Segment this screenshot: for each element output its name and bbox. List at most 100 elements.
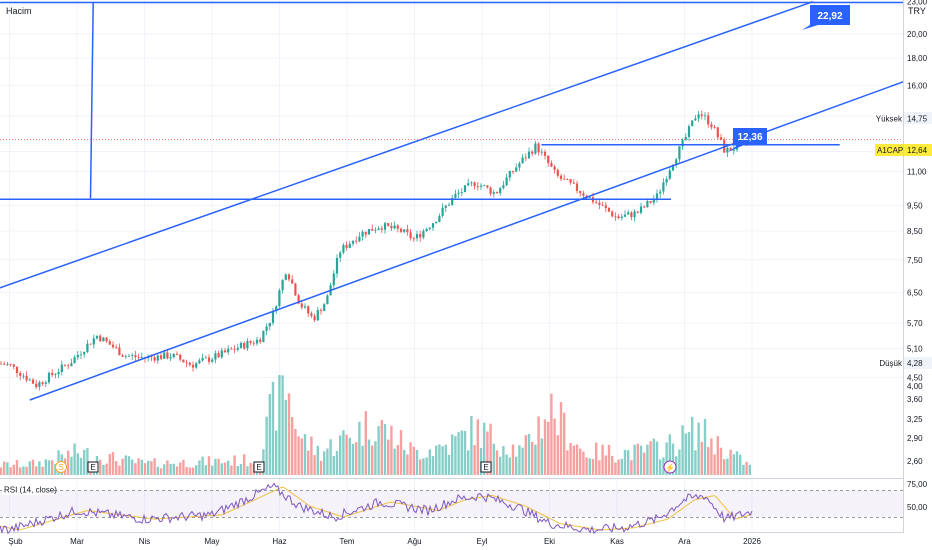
volume-bar [326, 448, 329, 475]
volume-bar [239, 463, 243, 475]
symbol-badge[interactable]: A1CAP 12,64 [875, 144, 932, 156]
volume-bar [108, 454, 111, 475]
volume-bar [441, 446, 444, 475]
volume-bar [147, 460, 150, 475]
price-tick-15: 3,60 [907, 395, 923, 404]
candle [95, 335, 99, 340]
volume-bar [508, 457, 511, 475]
flash-marker[interactable]: ⚡ [663, 460, 677, 474]
volume-bar [54, 464, 57, 475]
volume-bar [297, 436, 300, 475]
candle [211, 357, 214, 364]
candle [335, 254, 339, 278]
volume-bar [614, 462, 617, 475]
volume-bar [303, 434, 307, 475]
currency-label[interactable]: TRY [908, 6, 926, 16]
volume-bar [422, 458, 425, 475]
volume-bar [451, 434, 454, 475]
volume-bar [159, 468, 163, 475]
volume-bar [531, 441, 534, 475]
volume-bar [655, 441, 659, 475]
candle [323, 302, 326, 312]
candle [543, 149, 547, 160]
callout-upper[interactable]: 22,92 [802, 5, 850, 30]
candle [54, 373, 57, 379]
time-label-2: Nis [139, 537, 151, 546]
volume-bar [387, 439, 390, 475]
volume-bar [665, 442, 668, 475]
dividend-marker[interactable]: S [55, 461, 67, 473]
candle [559, 173, 563, 182]
candles [0, 110, 751, 391]
candle [467, 178, 470, 187]
volume-bar [409, 442, 412, 475]
earnings-marker-1[interactable]: E [87, 461, 99, 473]
candle [364, 231, 367, 238]
volume-bar [716, 436, 719, 475]
candle [35, 379, 38, 390]
channel-lower-line[interactable] [29, 74, 922, 401]
vertical-marker-line[interactable] [89, 2, 94, 199]
volume-bar [76, 453, 79, 475]
candle [617, 214, 620, 220]
volume-bar [364, 411, 367, 475]
candle [505, 173, 508, 187]
volume-bar [198, 460, 201, 475]
candle [550, 160, 553, 168]
volume-bar [211, 465, 214, 475]
candle [390, 222, 393, 231]
volume-bar [595, 442, 598, 475]
volume-bar [83, 449, 86, 475]
volume-bar [489, 423, 492, 475]
time-label-8: Eki [544, 537, 555, 546]
candle [431, 222, 435, 231]
volume-bar [588, 458, 591, 475]
price-tick-1: 20,00 [907, 30, 928, 39]
volume-bar [313, 455, 316, 475]
volume-bar [617, 459, 620, 475]
volume-bar [51, 460, 54, 475]
candle [79, 350, 83, 360]
channel-upper-line[interactable] [0, 0, 814, 290]
rsi-legend[interactable]: RSI (14, close) [2, 484, 57, 495]
trend-drawings[interactable] [0, 0, 922, 401]
candle [239, 341, 243, 349]
volume-bar [566, 450, 569, 475]
candle [118, 343, 121, 356]
candle [694, 115, 697, 121]
volume-bar [521, 447, 524, 475]
candle [28, 378, 31, 381]
candle [691, 120, 694, 127]
candle [579, 190, 582, 197]
volume-bar [572, 445, 575, 475]
candle [566, 178, 569, 180]
volume-label: Hacim [6, 6, 32, 16]
volume-bar [41, 466, 44, 475]
candle [367, 229, 371, 235]
volume-bar [460, 430, 463, 475]
price-axis[interactable]: 23,0020,0018,0016,0014,0012,0011,009,508… [903, 0, 932, 533]
symbol-name: A1CAP [877, 146, 903, 155]
candle [531, 150, 534, 157]
candle [630, 211, 633, 221]
volume-bar [153, 458, 156, 475]
candle [89, 343, 92, 345]
volume-bar [121, 458, 124, 475]
candle [700, 110, 703, 120]
volume-bar [383, 424, 387, 475]
volume-bar [185, 466, 188, 475]
candle [511, 170, 515, 175]
candle [518, 161, 521, 172]
volume-bar [207, 456, 211, 475]
volume-bar [38, 461, 41, 475]
earnings-marker-3[interactable]: E [480, 461, 492, 473]
earnings-marker-2[interactable]: E [253, 461, 265, 473]
volume-bar [742, 464, 745, 475]
time-axis[interactable]: Şub Mar Nis May Haz Tem Ağu Eyl Eki Kas Ara 2026 [8, 537, 761, 546]
volume-bar [319, 460, 323, 475]
candle [636, 211, 639, 214]
callout-lower[interactable]: 12,36 [728, 128, 767, 152]
candle [492, 189, 495, 198]
volume-bar [636, 443, 639, 475]
